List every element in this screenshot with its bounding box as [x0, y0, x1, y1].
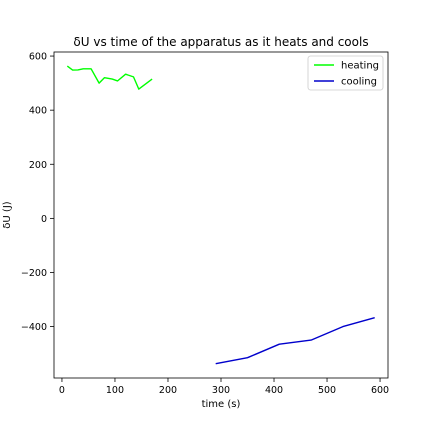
series-line-heating	[66, 65, 153, 90]
x-tick-label: 500	[318, 385, 336, 396]
y-tick-label: 600	[29, 52, 47, 63]
series-line-cooling	[215, 317, 375, 365]
x-tick-label: 0	[59, 385, 65, 396]
x-axis-label: time (s)	[202, 399, 241, 410]
y-tick-label: −400	[21, 322, 47, 333]
y-tick-label: −200	[21, 268, 47, 279]
y-tick-label: 200	[29, 160, 47, 171]
y-tick-label: 400	[29, 106, 47, 117]
legend: heating cooling	[307, 55, 384, 91]
y-axis-label: δU (J)	[2, 201, 13, 228]
chart-title: δU vs time of the apparatus as it heats …	[73, 35, 368, 49]
x-tick-label: 100	[106, 385, 124, 396]
axes-frame	[53, 51, 389, 379]
x-tick-label: 300	[212, 385, 230, 396]
y-tick-label: 0	[41, 214, 47, 225]
x-tick-label: 600	[371, 385, 389, 396]
legend-label-cooling: cooling	[341, 77, 377, 88]
x-tick-label: 200	[159, 385, 177, 396]
plot-area: 0 100 200 300 400 500 600 −400 −200 0 200 400 600	[21, 52, 389, 396]
x-tick-label: 400	[265, 385, 283, 396]
legend-label-heating: heating	[341, 61, 379, 72]
